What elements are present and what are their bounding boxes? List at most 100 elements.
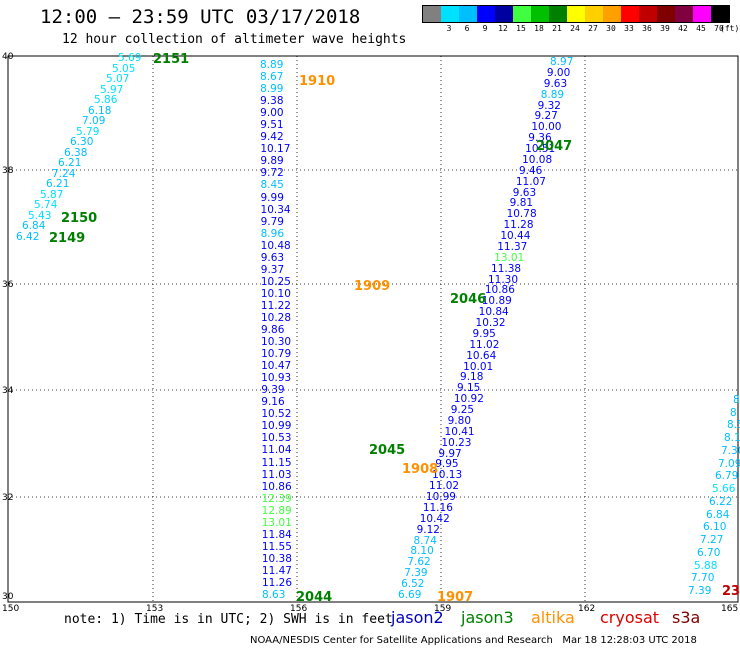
legend-jason2: jason2 [391, 608, 444, 627]
y-tick-36: 36 [2, 280, 14, 290]
track-2047-value: 11.07 [515, 175, 546, 188]
pass-label-1908: 1908 [402, 462, 439, 477]
track-2151-value: 7.24 [52, 167, 76, 180]
track-2151-value: 5.79 [76, 125, 100, 138]
scale-tick-label: 33 [624, 24, 634, 33]
track-2151-value: 5.86 [94, 94, 118, 107]
pass-label-1907: 1907 [437, 590, 474, 605]
color-scale-unit: (ft) [720, 24, 740, 33]
x-tick-153: 153 [146, 604, 164, 614]
scale-swatch [621, 6, 639, 22]
track-2047-value: 11.28 [503, 219, 534, 232]
track-right-value: 7.70 [691, 572, 715, 585]
track-2047-value: 7.62 [407, 556, 431, 569]
track-2047-value: 9.81 [509, 197, 534, 210]
track-1910-value: 11.84 [261, 528, 292, 541]
color-scale-labels: 3 6 9 12 15 18 21 24 27 30 33 36 39 42 45 70 [422, 24, 728, 33]
x-tick-156: 156 [290, 604, 308, 614]
track-2047-value: 10.99 [425, 491, 456, 504]
track-1910-value: 10.93 [261, 372, 292, 385]
track-2047-value: 10.44 [500, 230, 531, 243]
y-tick-30: 30 [2, 592, 14, 602]
scale-tick-label: 3 [446, 24, 452, 33]
track-1910-value: 8.96 [260, 227, 285, 240]
track-2047-value: 11.02 [469, 338, 500, 351]
track-right-value: 6.10 [703, 521, 727, 534]
track-1910-value: 12.39 [261, 492, 292, 505]
scale-tick-label: 70 [714, 24, 724, 33]
scale-swatch [459, 6, 477, 22]
scale-tick-label: 21 [552, 24, 562, 33]
track-right-value: 8 [730, 406, 737, 419]
track-right-value: 7.09 [718, 457, 740, 470]
scale-tick-label: 15 [516, 24, 526, 33]
track-2047-value: 10.64 [466, 349, 497, 362]
scale-swatch [693, 6, 711, 22]
track-1910-value: 11.15 [261, 456, 292, 469]
scale-tick-label: 45 [696, 24, 706, 33]
track-right-value: 5.88 [694, 559, 718, 572]
scale-swatch [567, 6, 585, 22]
scale-tick-label: 42 [678, 24, 688, 33]
track-2047-value: 9.18 [460, 371, 484, 384]
track-2151-value: 5.97 [100, 83, 124, 96]
track-2047-value: 11.16 [422, 501, 453, 514]
track-2047-value: 10.41 [444, 425, 475, 438]
pass-label-2151: 2151 [153, 52, 190, 67]
track-1910-value: 10.17 [260, 143, 291, 156]
track-1910-value: 9.00 [260, 107, 284, 120]
track-2047-value: 13.01 [494, 251, 525, 264]
scale-swatch [549, 6, 567, 22]
x-tick-150: 150 [2, 604, 20, 614]
track-2047-value: 9.63 [543, 77, 568, 90]
pass-label-2044: 2044 [296, 590, 333, 605]
track-1910-value: 9.79 [260, 215, 284, 228]
scale-tick-label: 27 [588, 24, 598, 33]
scale-swatch [531, 6, 549, 22]
scale-swatch [441, 6, 459, 22]
track-1910-value: 9.72 [260, 167, 284, 180]
pass-label-2149: 2149 [49, 231, 86, 246]
track-1910-value: 9.51 [260, 119, 284, 132]
scale-tick-label: 6 [464, 24, 470, 33]
legend-jason3: jason3 [461, 608, 514, 627]
track-1910-value: 9.42 [260, 131, 284, 144]
track-2047-value: 9.63 [512, 186, 537, 199]
track-2151-value: 5.07 [106, 73, 130, 86]
track-1910-value: 9.63 [260, 251, 285, 264]
track-2047-value: 10.13 [432, 469, 463, 482]
track-2047-value: 11.37 [497, 240, 528, 253]
track-1910-value: 9.38 [260, 95, 284, 108]
track-right-value: 8.1 [724, 432, 740, 445]
track-2047-value: 10.84 [478, 306, 509, 319]
pass-label-1910: 1910 [299, 74, 336, 89]
track-2047-value: 8.89 [540, 88, 565, 101]
track-1910-value: 11.04 [261, 444, 292, 457]
track-2047-value: 7.39 [404, 567, 428, 580]
track-2047-value: 10.89 [481, 295, 512, 308]
track-1910-value: 8.89 [260, 59, 284, 71]
track-1910-value: 8.99 [260, 83, 284, 96]
track-2151-value: 6.18 [88, 104, 112, 117]
scale-tick-label: 36 [642, 24, 652, 33]
track-2047-value: 10.42 [419, 512, 450, 525]
track-1910-value: 8.63 [262, 589, 286, 601]
track-2047-value: 9.97 [438, 447, 462, 460]
track-right-value: 8 [733, 394, 740, 406]
track-2151-value: 6.21 [46, 178, 70, 191]
x-tick-162: 162 [578, 604, 596, 614]
track-1910-value: 13.01 [261, 516, 292, 529]
track-2047-value: 8.74 [413, 534, 437, 547]
pass-label-2047: 2047 [536, 139, 573, 154]
scale-swatch [477, 6, 495, 22]
track-2047-value: 6.52 [401, 578, 425, 591]
scale-tick-label: 39 [660, 24, 670, 33]
track-2151-value: 5.05 [112, 62, 136, 75]
track-2047-value: 9.12 [416, 523, 440, 536]
track-1910-value: 10.48 [260, 239, 291, 252]
scale-tick-label: 18 [534, 24, 544, 33]
y-tick-40: 40 [2, 52, 14, 62]
track-1910-value: 9.99 [260, 191, 284, 204]
track-1910-value: 8.45 [260, 179, 284, 192]
